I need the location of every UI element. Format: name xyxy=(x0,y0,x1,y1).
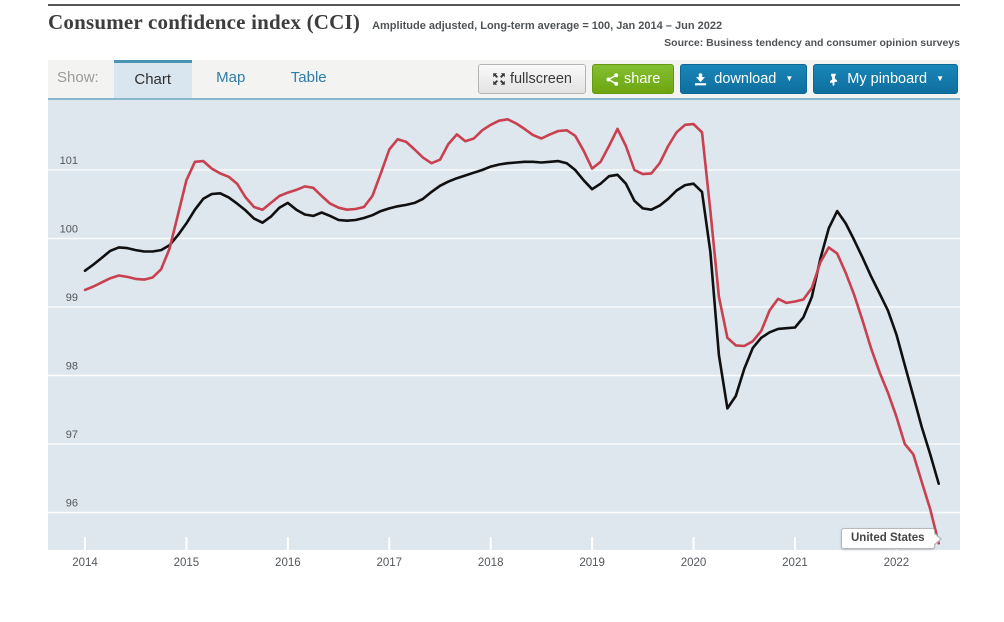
tab-chart[interactable]: Chart xyxy=(113,60,192,98)
fullscreen-icon xyxy=(492,72,506,86)
toolbar-buttons: fullscreen share xyxy=(477,60,960,98)
download-icon xyxy=(694,72,707,86)
download-caret-icon: ▼ xyxy=(785,74,794,83)
series-tooltip: United States xyxy=(841,528,941,549)
fullscreen-button[interactable]: fullscreen xyxy=(477,64,586,94)
x-axis-label: 2015 xyxy=(174,557,200,569)
cci-line-chart[interactable]: 101 100 99 98 97 96 2014 2015 2016 2017 2018 2019 20… xyxy=(48,100,960,578)
toolbar: Show: Chart Map Table fullscreen xyxy=(48,60,960,100)
series-line xyxy=(83,117,941,545)
chart-area: 101 100 99 98 97 96 2014 2015 2016 2017 2018 2019 20… xyxy=(48,100,960,578)
fullscreen-label: fullscreen xyxy=(509,71,572,87)
page-subtitle: Amplitude adjusted, Long-term average = … xyxy=(372,20,723,32)
y-axis-label: 96 xyxy=(66,498,78,510)
x-axis-label: 2016 xyxy=(275,557,301,569)
y-axis-label: 100 xyxy=(60,224,78,236)
x-axis-label: 2018 xyxy=(478,557,504,569)
x-axis-label: 2017 xyxy=(376,557,402,569)
x-axis-label: 2021 xyxy=(782,557,808,569)
share-label: share xyxy=(624,71,661,87)
pinboard-caret-icon: ▼ xyxy=(936,74,944,83)
download-label: download xyxy=(714,71,777,87)
y-axis-label: 98 xyxy=(66,361,78,373)
show-label: Show: xyxy=(57,69,99,86)
pinboard-button[interactable]: My pinboard ▼ xyxy=(813,64,958,94)
pin-icon xyxy=(827,73,840,86)
y-axis-label: 99 xyxy=(66,292,78,304)
x-axis-label: 2022 xyxy=(884,557,910,569)
header: Consumer confidence index (CCI) Amplitud… xyxy=(48,6,960,35)
x-axis-label: 2019 xyxy=(579,557,605,569)
share-button[interactable]: share xyxy=(592,64,675,94)
source-note: Source: Business tendency and consumer o… xyxy=(664,37,960,49)
y-axis-label: 101 xyxy=(60,155,78,167)
series-line xyxy=(83,159,941,486)
x-axis-label: 2014 xyxy=(72,557,98,569)
download-button[interactable]: download ▼ xyxy=(680,64,808,94)
plot-background xyxy=(48,100,960,550)
x-axis-label: 2020 xyxy=(681,557,707,569)
share-icon xyxy=(606,72,619,86)
pinboard-label: My pinboard xyxy=(847,71,928,87)
y-axis-label: 97 xyxy=(66,429,78,441)
tab-table[interactable]: Table xyxy=(290,69,327,86)
cci-widget: Consumer confidence index (CCI) Amplitud… xyxy=(48,4,960,578)
tab-map[interactable]: Map xyxy=(216,69,246,86)
page-title: Consumer confidence index (CCI) xyxy=(48,10,361,34)
